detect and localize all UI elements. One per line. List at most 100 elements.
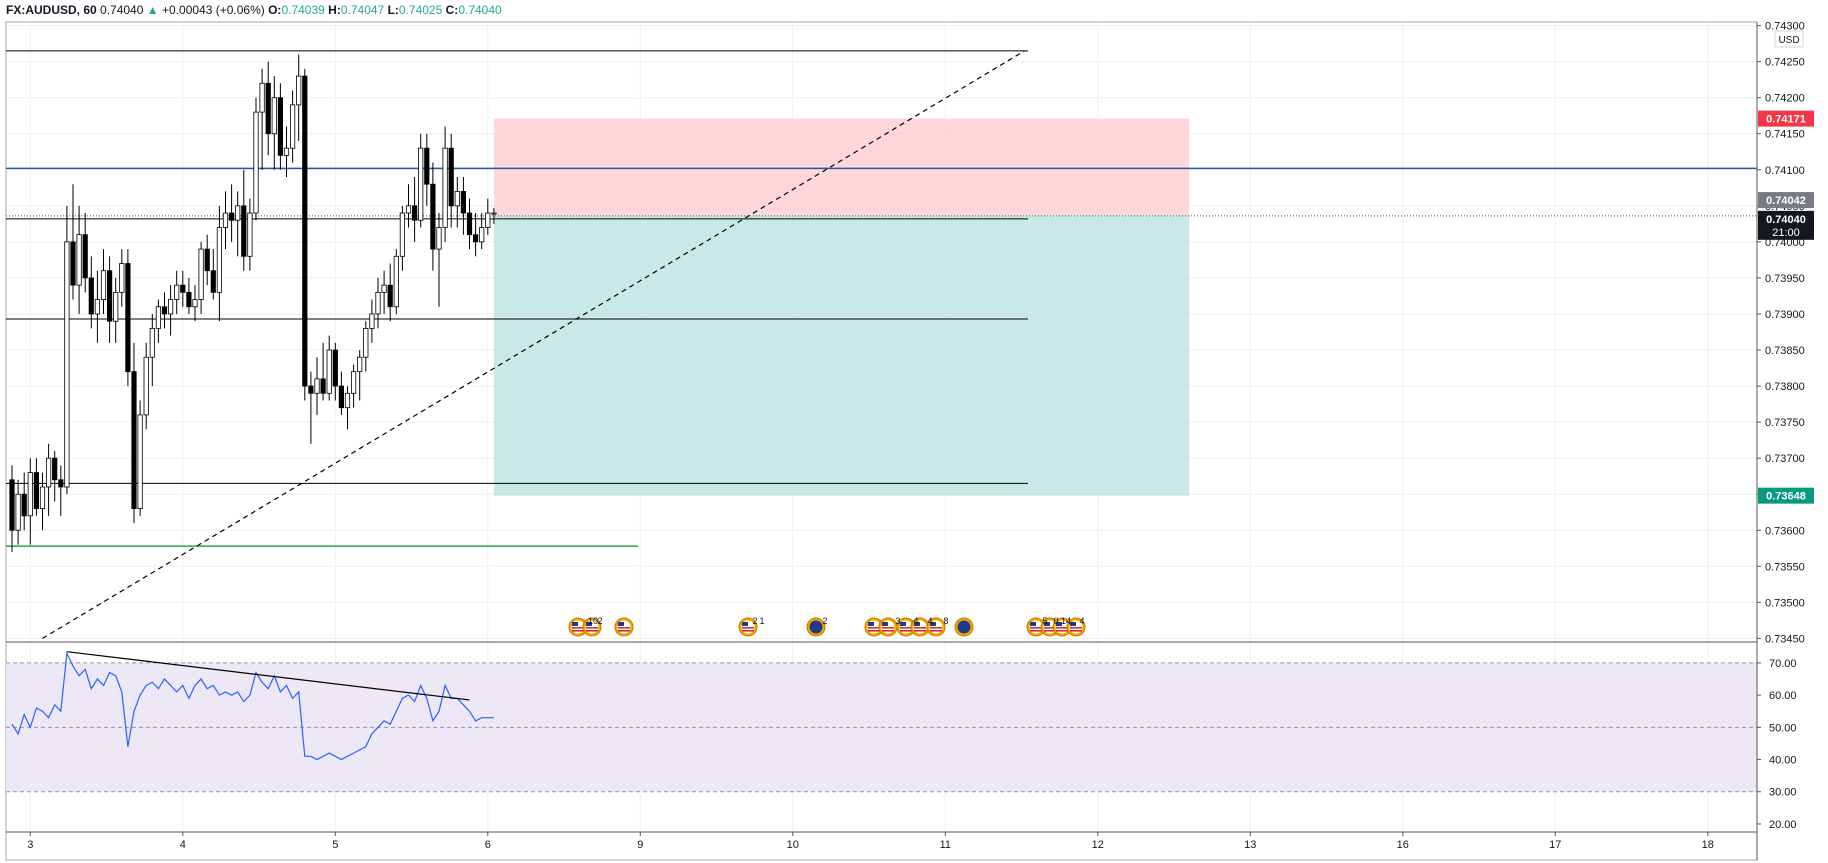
candles <box>9 54 497 552</box>
candle <box>39 472 46 531</box>
candle-body <box>485 212 491 228</box>
rsi-axis[interactable]: 70.00 60.00 50.00 40.00 30.00 20.00 <box>1757 658 1797 831</box>
price-badge-value: 0.74171 <box>1766 114 1806 126</box>
position-loss-zone[interactable] <box>493 118 1190 216</box>
candle-body <box>235 205 241 221</box>
price-tick-label: 0.73750 <box>1765 417 1805 429</box>
open-label: O: <box>268 3 282 17</box>
event-marker[interactable] <box>614 617 634 637</box>
time-tick-label: 6 <box>485 839 491 851</box>
flag-stripe <box>930 630 942 632</box>
rsi-tick-label: 70.00 <box>1769 658 1797 670</box>
candle-body <box>454 191 460 207</box>
candle <box>210 249 216 300</box>
flag-canton <box>914 622 920 626</box>
symbol-name[interactable]: FX:AUDUSD, 60 <box>6 3 97 17</box>
time-tick-label: 3 <box>27 839 33 851</box>
candle-body <box>393 255 399 308</box>
flag-stripe <box>1070 630 1082 632</box>
price-badge-bg <box>1758 487 1814 504</box>
event-marker[interactable] <box>926 617 946 637</box>
event-marker[interactable] <box>910 617 930 637</box>
candle <box>418 133 424 228</box>
candle-body <box>107 270 113 322</box>
flag-stripe <box>742 630 754 632</box>
last-price: 0.74040 <box>100 3 144 17</box>
event-marker[interactable] <box>954 617 974 637</box>
price-tick-label: 0.73950 <box>1765 273 1805 285</box>
time-tick-label: 9 <box>637 839 643 851</box>
candle <box>338 371 345 415</box>
event-marker[interactable] <box>1052 617 1072 637</box>
candle <box>64 205 70 495</box>
candle <box>180 270 186 307</box>
candle-body <box>33 472 40 510</box>
price-axis[interactable]: 0.74300 0.74250 0.74200 0.74150 0.74100 0.740… <box>1757 21 1805 646</box>
position-profit-zone[interactable] <box>493 215 1190 496</box>
dashed-trendline[interactable] <box>42 50 1025 639</box>
candle-body <box>289 104 296 149</box>
event-marker[interactable] <box>1026 617 1046 637</box>
candle <box>131 342 137 524</box>
horizontal-lines[interactable] <box>6 50 1757 547</box>
flag-stripe <box>1030 630 1042 632</box>
australia-flag-icon <box>809 620 823 634</box>
candle <box>149 313 155 387</box>
candle-body <box>9 479 15 531</box>
candle <box>119 249 125 307</box>
rsi-tick-label: 20.00 <box>1769 819 1797 831</box>
event-marker[interactable] <box>864 617 884 637</box>
candle <box>271 76 277 170</box>
event-marker[interactable] <box>806 617 826 637</box>
event-marker[interactable] <box>738 617 758 637</box>
economic-events[interactable]: 10 2 2 1 2 3 4 4 8 5 0 14 4 <box>568 616 1086 637</box>
event-marker[interactable] <box>568 617 588 637</box>
candle-body <box>405 205 412 214</box>
price-badge-value: 0.73648 <box>1766 491 1806 503</box>
candle-body <box>332 349 338 387</box>
price-tick-label: 0.74200 <box>1765 93 1805 105</box>
candle-body <box>82 234 88 279</box>
event-count: 10 <box>588 616 598 626</box>
close-value: 0.74040 <box>458 3 502 17</box>
event-marker[interactable] <box>878 617 898 637</box>
time-tick-label: 16 <box>1397 839 1409 851</box>
time-axis[interactable]: 3 4 5 6 9 10 11 12 13 16 17 18 <box>27 832 1714 851</box>
candle <box>27 458 33 545</box>
low-label: L: <box>387 3 399 17</box>
price-tick-label: 0.73450 <box>1765 633 1805 645</box>
candle <box>82 213 88 293</box>
flag-stripe <box>586 627 598 629</box>
candle <box>320 342 326 401</box>
candle <box>113 277 119 343</box>
candle-body <box>399 212 406 257</box>
candle-body <box>186 291 192 308</box>
event-count: 0 <box>1053 616 1058 626</box>
candle <box>466 198 473 250</box>
currency-badge[interactable]: USD <box>1774 30 1804 48</box>
candle <box>143 342 149 430</box>
candle <box>155 299 161 343</box>
candle <box>15 479 21 545</box>
candle-body <box>344 392 351 409</box>
candle <box>363 321 369 372</box>
candle <box>411 177 418 242</box>
event-marker[interactable] <box>582 617 602 637</box>
candle <box>479 213 485 250</box>
rsi-guides <box>6 662 1757 793</box>
candle <box>21 472 27 531</box>
flag-stripe <box>1056 627 1068 629</box>
candle-body <box>241 205 247 257</box>
candle <box>289 90 296 163</box>
candle <box>387 263 393 322</box>
candle <box>296 54 302 141</box>
rsi-trendline[interactable] <box>66 651 470 701</box>
candle-body <box>253 111 259 214</box>
event-marker[interactable] <box>896 617 916 637</box>
candle-body <box>39 486 46 510</box>
event-marker[interactable] <box>1066 617 1086 637</box>
flag-stripe <box>882 630 894 632</box>
